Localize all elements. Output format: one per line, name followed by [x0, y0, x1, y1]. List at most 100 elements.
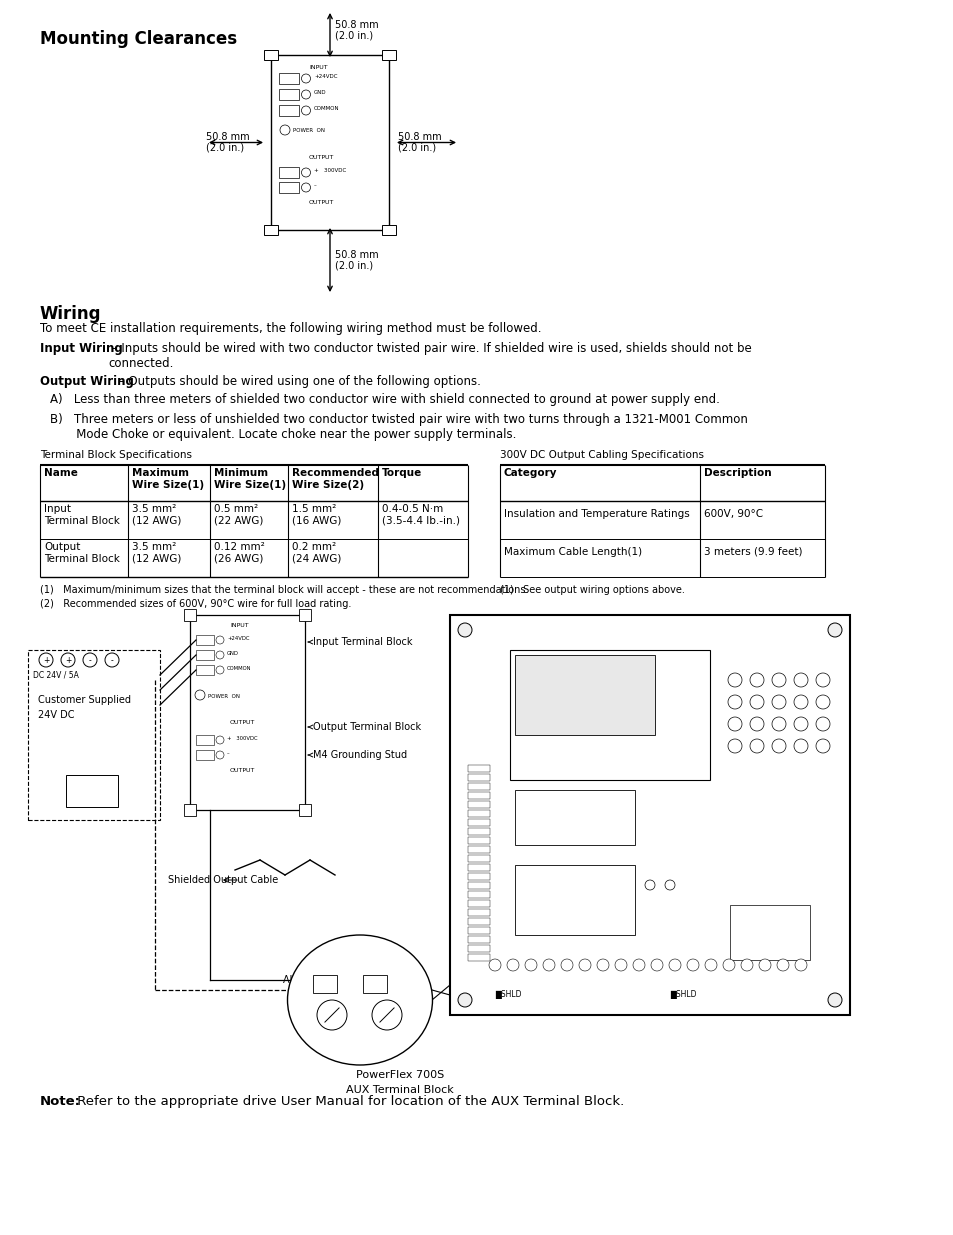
Text: Maximum Cable Length(1): Maximum Cable Length(1) — [503, 547, 641, 557]
Text: (1)   See output wiring options above.: (1) See output wiring options above. — [499, 585, 684, 595]
Text: 50.8 mm: 50.8 mm — [335, 249, 378, 261]
Bar — [468, 900, 490, 906]
Text: 50.8 mm: 50.8 mm — [206, 132, 250, 142]
Bar — [468, 802, 490, 808]
Text: AUX Terminal Block: AUX Terminal Block — [346, 1086, 454, 1095]
Bar — [195, 750, 213, 760]
Text: OUTPUT: OUTPUT — [309, 200, 334, 205]
Text: GND: GND — [314, 90, 326, 95]
Circle shape — [301, 168, 310, 177]
Text: Output
Terminal Block: Output Terminal Block — [44, 542, 120, 563]
Bar — [468, 827, 490, 835]
Circle shape — [194, 690, 205, 700]
Bar — [278, 89, 298, 100]
Circle shape — [815, 695, 829, 709]
Bar — [298, 804, 311, 816]
Text: 600V, 90°C: 600V, 90°C — [703, 509, 762, 519]
Circle shape — [457, 993, 472, 1007]
Text: – Inputs should be wired with two conductor twisted pair wire. If shielded wire : – Inputs should be wired with two conduc… — [108, 342, 751, 370]
Circle shape — [722, 960, 734, 971]
Bar — [515, 790, 635, 845]
Bar — [264, 225, 277, 235]
Bar — [468, 819, 490, 826]
Text: Torque: Torque — [381, 468, 422, 478]
Text: Output Wiring: Output Wiring — [40, 375, 133, 388]
Text: –: – — [314, 183, 316, 188]
Text: Input Wiring: Input Wiring — [40, 342, 123, 354]
Circle shape — [560, 960, 573, 971]
Bar — [468, 927, 490, 934]
Circle shape — [372, 1000, 401, 1030]
Circle shape — [771, 718, 785, 731]
Circle shape — [686, 960, 699, 971]
Circle shape — [301, 90, 310, 99]
Bar — [468, 846, 490, 853]
Text: OUTPUT: OUTPUT — [309, 156, 334, 161]
Text: GND: GND — [227, 651, 238, 656]
Bar — [381, 225, 395, 235]
Text: Description: Description — [703, 468, 771, 478]
Circle shape — [280, 125, 290, 135]
Circle shape — [793, 673, 807, 687]
Text: (2.0 in.): (2.0 in.) — [206, 142, 244, 152]
Circle shape — [597, 960, 608, 971]
Circle shape — [301, 74, 310, 83]
Text: DC 24V / 5A: DC 24V / 5A — [33, 671, 79, 679]
Bar — [468, 764, 490, 772]
Bar — [468, 873, 490, 881]
Bar — [184, 609, 195, 621]
Text: AUX IN+ AUX OUT–: AUX IN+ AUX OUT– — [283, 974, 376, 986]
Bar — [278, 105, 298, 116]
Bar — [195, 635, 213, 645]
Bar — [195, 664, 213, 676]
Circle shape — [749, 673, 763, 687]
Bar — [729, 905, 809, 960]
Text: COMMON: COMMON — [314, 106, 339, 111]
Bar — [468, 918, 490, 925]
Circle shape — [650, 960, 662, 971]
Text: Mounting Clearances: Mounting Clearances — [40, 30, 237, 48]
Text: 0.2 mm²
(24 AWG): 0.2 mm² (24 AWG) — [292, 542, 341, 563]
Text: -: - — [89, 656, 91, 664]
Text: Wiring: Wiring — [40, 305, 101, 324]
Circle shape — [793, 695, 807, 709]
Text: 3 meters (9.9 feet): 3 meters (9.9 feet) — [703, 547, 801, 557]
Bar — [278, 73, 298, 84]
Circle shape — [727, 673, 741, 687]
Text: +24VDC: +24VDC — [314, 74, 337, 79]
Circle shape — [316, 1000, 347, 1030]
Bar — [28, 650, 160, 820]
Bar — [468, 890, 490, 898]
Text: POWER  ON: POWER ON — [293, 128, 325, 133]
Bar — [363, 974, 387, 993]
Bar — [271, 56, 389, 230]
Text: OUTPUT: OUTPUT — [230, 720, 255, 725]
Circle shape — [301, 106, 310, 115]
Circle shape — [215, 666, 224, 674]
Text: +   300VDC: + 300VDC — [227, 736, 257, 741]
Text: To meet CE installation requirements, the following wiring method must be follow: To meet CE installation requirements, th… — [40, 322, 541, 335]
Text: (2.0 in.): (2.0 in.) — [335, 261, 373, 270]
Circle shape — [727, 695, 741, 709]
Circle shape — [83, 653, 97, 667]
Bar — [381, 49, 395, 61]
Text: 3.5 mm²
(12 AWG): 3.5 mm² (12 AWG) — [132, 542, 181, 563]
Bar — [450, 615, 849, 1015]
Text: 300V DC Output Cabling Specifications: 300V DC Output Cabling Specifications — [499, 450, 703, 459]
Text: OUTPUT: OUTPUT — [230, 768, 255, 773]
Text: –: – — [227, 751, 230, 756]
Circle shape — [61, 653, 75, 667]
Circle shape — [457, 622, 472, 637]
Text: M4 Grounding Stud: M4 Grounding Stud — [313, 750, 407, 760]
Circle shape — [633, 960, 644, 971]
Ellipse shape — [287, 935, 432, 1065]
Bar — [468, 783, 490, 790]
Text: █SHLD: █SHLD — [669, 990, 696, 999]
Bar — [468, 855, 490, 862]
Bar — [313, 974, 336, 993]
Circle shape — [215, 751, 224, 760]
Text: +: + — [65, 656, 71, 664]
Text: 50.8 mm: 50.8 mm — [397, 132, 441, 142]
Text: B)   Three meters or less of unshielded two conductor twisted pair wire with two: B) Three meters or less of unshielded tw… — [50, 412, 747, 426]
Text: Customer Supplied: Customer Supplied — [38, 695, 131, 705]
